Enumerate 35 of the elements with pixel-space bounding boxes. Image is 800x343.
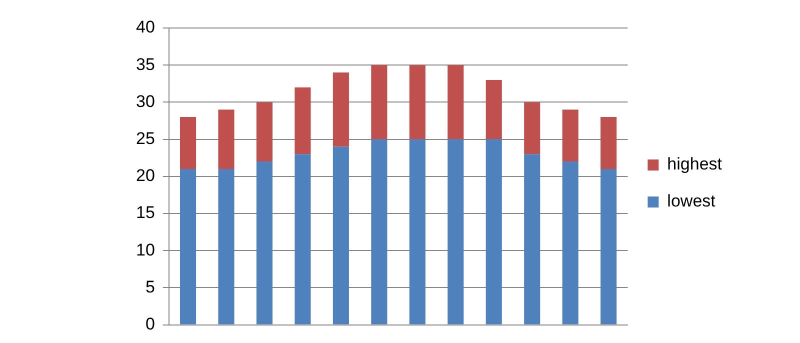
y-tick-label: 0	[145, 314, 155, 334]
y-tick-label: 25	[136, 128, 155, 148]
bar	[371, 139, 388, 324]
bar	[562, 110, 578, 162]
bar	[409, 65, 426, 140]
bar	[180, 117, 196, 169]
bar	[294, 154, 311, 324]
bar	[562, 162, 578, 324]
bar	[218, 168, 234, 324]
bar	[486, 139, 502, 324]
bar	[371, 65, 388, 140]
bar	[409, 139, 426, 324]
bar	[256, 162, 273, 324]
y-tick-label: 30	[136, 92, 155, 111]
y-tick-label: 5	[145, 277, 155, 296]
bar	[600, 168, 617, 324]
bar	[294, 87, 311, 154]
bar	[524, 102, 540, 154]
bar	[218, 110, 234, 169]
bar	[524, 154, 540, 324]
y-tick-label: 15	[136, 203, 155, 222]
bar	[486, 80, 502, 140]
legend-label: highest	[667, 154, 722, 174]
bar	[448, 139, 464, 324]
bar	[332, 72, 349, 147]
bar	[332, 146, 349, 324]
bar	[256, 102, 273, 162]
legend-label: lowest	[667, 192, 716, 211]
y-tick-label: 35	[136, 54, 155, 74]
y-tick-label: 10	[136, 240, 155, 260]
bar	[600, 117, 617, 169]
bar	[448, 65, 464, 140]
y-tick-label: 40	[136, 18, 155, 37]
y-tick-label: 20	[136, 166, 155, 186]
bar	[180, 168, 196, 324]
